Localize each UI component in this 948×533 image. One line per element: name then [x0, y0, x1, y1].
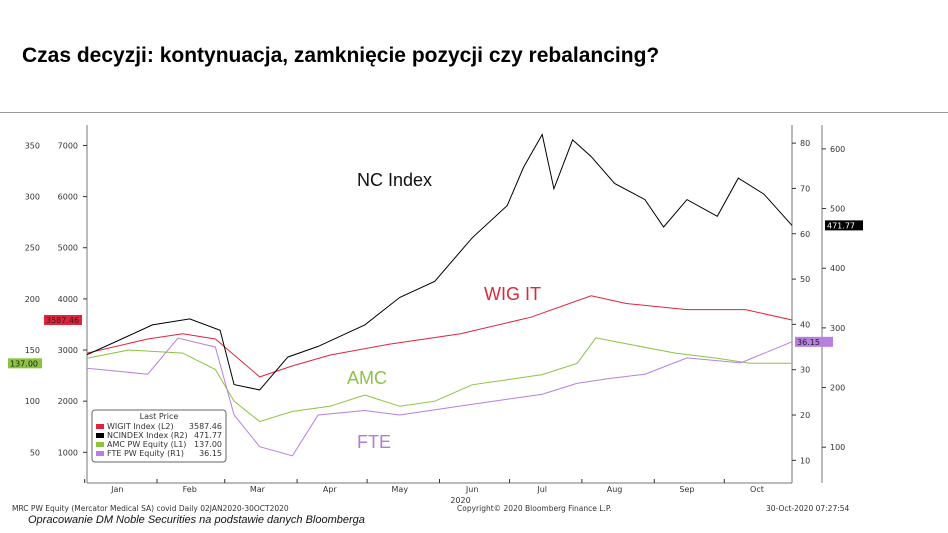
legend-label: WIGIT Index (L2) — [107, 422, 174, 431]
tick-label-L1: 200 — [25, 295, 40, 304]
legend-label: AMC PW Equity (L1) — [107, 440, 186, 449]
tick-label-R2: 300 — [830, 324, 845, 333]
footer-left: MRC PW Equity (Mercator Medical SA) covi… — [12, 504, 289, 513]
tick-label-R1: 20 — [800, 411, 810, 420]
tick-label-R2: 600 — [830, 145, 845, 154]
legend-value: 137.00 — [194, 440, 222, 449]
tick-label-L1: 50 — [30, 448, 40, 457]
series-line-1 — [86, 133, 793, 391]
x-tick-label: Jan — [110, 485, 123, 494]
footer-center: Copyright© 2020 Bloomberg Finance L.P. — [457, 504, 612, 513]
tick-label-R1: 80 — [800, 139, 810, 148]
x-tick-label: Jun — [465, 485, 479, 494]
legend-swatch — [96, 433, 104, 438]
source-note: Opracowanie DM Noble Securities na podst… — [28, 514, 365, 526]
x-tick-label: Jul — [536, 485, 547, 494]
tick-label-L2: 1000 — [58, 448, 78, 457]
x-tick-label: Mar — [250, 485, 266, 494]
tick-label-L1: 150 — [25, 346, 40, 355]
x-tick-label: May — [392, 485, 409, 494]
last-price-tag-label: 36.15 — [797, 338, 820, 347]
legend-value: 3587.46 — [189, 422, 222, 431]
tick-label-R2: 500 — [830, 205, 845, 214]
tick-label-R1: 60 — [800, 230, 810, 239]
last-price-tag-label: 471.77 — [827, 221, 855, 230]
legend-swatch — [96, 424, 104, 429]
page-title: Czas decyzji: kontynuacja, zamknięcie po… — [22, 44, 660, 67]
legend-label: FTE PW Equity (R1) — [107, 449, 184, 458]
last-price-tag-label: 137.00 — [10, 359, 38, 368]
tick-label-L1: 300 — [25, 193, 40, 202]
legend-title: Last Price — [140, 412, 179, 421]
tick-label-L2: 7000 — [58, 141, 78, 150]
legend-value: 36.15 — [199, 449, 222, 458]
tick-label-L2: 3000 — [58, 346, 78, 355]
tick-label-R2: 100 — [830, 443, 845, 452]
x-tick-label: Aug — [607, 485, 623, 494]
series-annotation: NC Index — [357, 170, 432, 190]
tick-label-L2: 6000 — [58, 193, 78, 202]
series-line-0 — [86, 295, 793, 378]
tick-label-R1: 30 — [800, 366, 810, 375]
tick-label-L1: 100 — [25, 397, 40, 406]
series-annotation: AMC — [347, 368, 387, 388]
tick-label-R1: 70 — [800, 184, 810, 193]
series-annotation: WIG IT — [484, 284, 541, 304]
tick-label-L2: 5000 — [58, 244, 78, 253]
tick-label-L1: 250 — [25, 244, 40, 253]
last-price-tag — [8, 358, 42, 369]
tick-label-R1: 50 — [800, 275, 810, 284]
legend-box — [91, 409, 227, 463]
divider — [0, 112, 948, 113]
legend-value: 471.77 — [194, 431, 222, 440]
legend-swatch — [96, 442, 104, 447]
series-annotation: FTE — [357, 432, 391, 452]
last-price-tag — [44, 314, 82, 325]
tick-label-L1: 350 — [25, 141, 40, 150]
tick-label-L2: 2000 — [58, 397, 78, 406]
legend-label: NCINDEX Index (R2) — [107, 431, 188, 440]
x-tick-label: Oct — [750, 485, 764, 494]
x-tick-label: Feb — [183, 485, 197, 494]
last-price-tag — [825, 220, 863, 231]
footer-right: 30-Oct-2020 07:27:54 — [766, 504, 850, 513]
tick-label-R2: 400 — [830, 264, 845, 273]
x-year-label: 2020 — [450, 496, 470, 505]
tick-label-R1: 40 — [800, 320, 810, 329]
last-price-tag — [795, 336, 833, 347]
x-tick-label: Sep — [679, 485, 694, 494]
last-price-tag-label: 3587.46 — [46, 316, 79, 325]
tick-label-R1: 10 — [800, 456, 810, 465]
tick-label-L2: 4000 — [58, 295, 78, 304]
x-tick-label: Apr — [323, 485, 338, 494]
legend-swatch — [96, 451, 104, 456]
tick-label-R2: 200 — [830, 384, 845, 393]
